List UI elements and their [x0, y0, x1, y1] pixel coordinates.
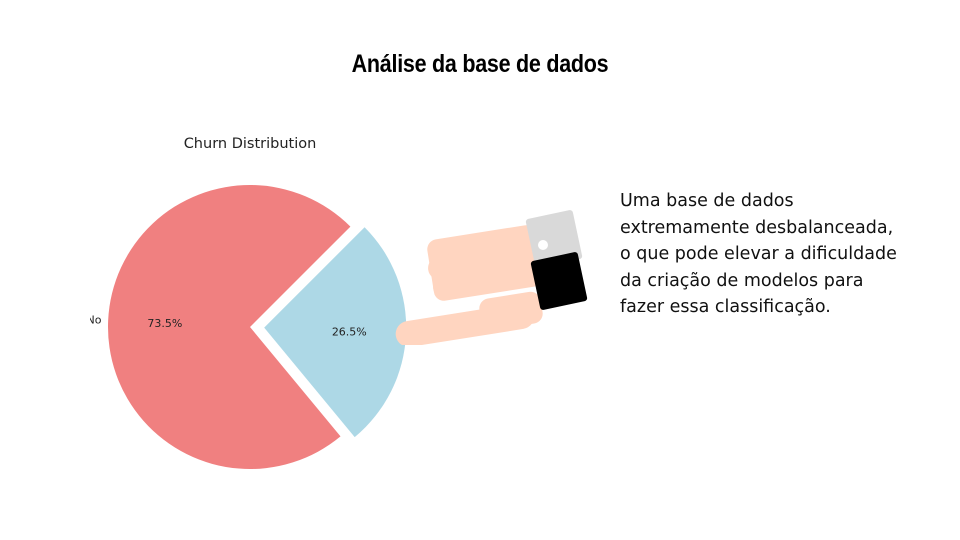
pie-slices — [107, 184, 407, 470]
description-line: Uma base de dados — [620, 191, 794, 211]
description-line: o que pode elevar a dificuldade — [620, 244, 897, 264]
pie-pct-label: 73.5% — [147, 317, 182, 330]
shirt-cuff — [525, 210, 583, 268]
description-text: Uma base de dados extremamente desbalanc… — [620, 188, 940, 321]
pie-pct-label: 26.5% — [332, 326, 367, 339]
pie-category-label: No — [90, 314, 102, 327]
pie-slice-yes — [264, 227, 407, 438]
pie-slice-no — [107, 184, 351, 470]
description-line: da criação de modelos para — [620, 270, 864, 291]
pointing-hand-icon — [395, 210, 588, 345]
chart-title: Churn Distribution — [184, 136, 317, 152]
jacket-sleeve — [530, 252, 588, 310]
description-line: fazer essa classificação. — [620, 297, 831, 317]
slide-title: Análise da base de dados — [351, 50, 609, 78]
description-line: extremamente desbalanceada, — [620, 217, 894, 238]
hand-skin — [395, 225, 543, 345]
